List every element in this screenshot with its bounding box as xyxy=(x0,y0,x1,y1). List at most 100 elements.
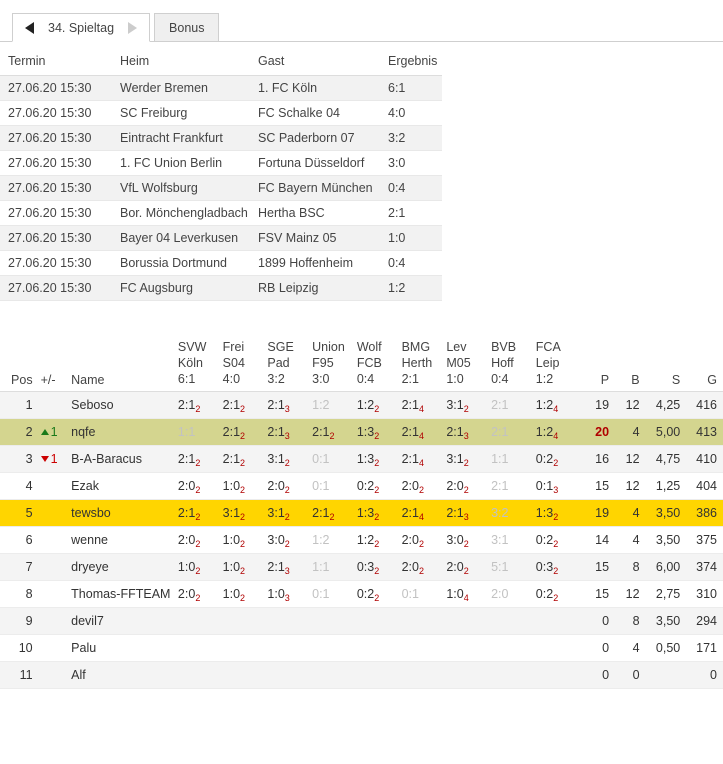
standings-player-name[interactable]: devil7 xyxy=(71,607,178,635)
standings-tip-6 xyxy=(446,607,492,635)
standings-player-name[interactable]: Palu xyxy=(71,634,178,662)
match-gast: SC Paderborn 07 xyxy=(250,125,380,151)
standings-tip-4: 1:22 xyxy=(356,391,402,419)
standings-tip-1 xyxy=(222,661,268,689)
tip-score: 2:12 xyxy=(177,452,201,468)
standings-player-name[interactable]: nqfe xyxy=(71,418,178,446)
standings-col-game-4[interactable]: Wolf FCB 0:4 xyxy=(356,339,402,392)
game-away-abbr: Köln xyxy=(177,356,203,370)
standings-player-name[interactable]: Alf xyxy=(71,661,178,689)
standings-row[interactable]: 4 Ezak 2:02 1:02 2:02 0:1 0:22 2:02 2:02 2:1 0:13 1… xyxy=(0,472,723,500)
tip-score: 1:02 xyxy=(177,560,201,576)
standings-row[interactable]: 8 Thomas-FFTEAM 2:02 1:02 1:03 0:1 0:22 0:1 1:04… xyxy=(0,580,723,608)
standings-col-pos[interactable]: Pos xyxy=(0,339,37,392)
tip-score: 2:12 xyxy=(177,398,201,414)
tip-score: 2:12 xyxy=(222,452,246,468)
standings-tip-6: 2:02 xyxy=(446,553,492,581)
match-row[interactable]: 27.06.20 15:30 Werder Bremen 1. FC Köln 6:1 xyxy=(0,75,442,101)
standings-position: 6 xyxy=(0,526,37,554)
match-row[interactable]: 27.06.20 15:30 Bayer 04 Leverkusen FSV Mai… xyxy=(0,225,442,251)
triangle-right-icon[interactable] xyxy=(128,21,138,34)
tip-score: 2:12 xyxy=(222,398,246,414)
standings-row[interactable]: 2 1 nqfe 1:1 2:12 2:13 2:12 1:32 2:14 2:13 2:1 1:24… xyxy=(0,418,723,446)
standings-player-name[interactable]: tewsbo xyxy=(71,499,178,527)
tip-score: 2:13 xyxy=(446,506,469,522)
standings-player-name[interactable]: B-A-Baracus xyxy=(71,445,178,473)
standings-player-name[interactable]: dryeye xyxy=(71,553,178,581)
tip-points: 2 xyxy=(553,593,559,603)
match-heim: VfL Wolfsburg xyxy=(112,175,250,201)
tip-score: 2:13 xyxy=(267,398,290,414)
tip-score: 2:14 xyxy=(401,398,424,414)
standings-gesamt: 386 xyxy=(684,499,723,527)
standings-col-game-3[interactable]: Union F95 3:0 xyxy=(312,339,357,392)
standings-player-name[interactable]: Ezak xyxy=(71,472,178,500)
tip-points: 2 xyxy=(374,566,380,576)
match-ergebnis: 3:0 xyxy=(380,150,442,176)
tip-points: 2 xyxy=(240,404,246,414)
standings-schnitt xyxy=(643,661,685,689)
standings-tip-2 xyxy=(267,661,313,689)
standings-row[interactable]: 1 Seboso 2:12 2:12 2:13 1:2 1:22 2:14 3:12 2:1 1:2… xyxy=(0,391,723,419)
tip-score: 1:32 xyxy=(535,506,559,522)
match-row[interactable]: 27.06.20 15:30 Eintracht Frankfurt SC Pade… xyxy=(0,125,442,151)
standings-col-game-7[interactable]: BVB Hoff 0:4 xyxy=(491,339,536,392)
standings-col-game-2[interactable]: SGE Pad 3:2 xyxy=(267,339,313,392)
standings-gesamt: 171 xyxy=(684,634,723,662)
standings-row[interactable]: 10 Palu 0 4 0,50 171 xyxy=(0,634,723,662)
standings-points: 19 xyxy=(580,391,614,419)
tip-points: 2 xyxy=(240,485,246,495)
standings-col-gesamt[interactable]: G xyxy=(684,339,723,392)
tip-score: 2:1 xyxy=(491,425,509,439)
standings-player-name[interactable]: Thomas-FFTEAM xyxy=(71,580,178,608)
standings-col-schnitt[interactable]: S xyxy=(643,339,685,392)
standings-col-plusminus[interactable]: +/- xyxy=(36,339,72,392)
standings-move-indicator xyxy=(36,553,72,581)
match-row[interactable]: 27.06.20 15:30 SC Freiburg FC Schalke 04 4:… xyxy=(0,100,442,126)
tip-points: 2 xyxy=(374,458,380,468)
standings-tip-7 xyxy=(491,661,536,689)
standings-col-points[interactable]: P xyxy=(580,339,614,392)
tip-points: 2 xyxy=(463,404,469,414)
standings-row[interactable]: 9 devil7 0 8 3,50 294 xyxy=(0,607,723,635)
match-row[interactable]: 27.06.20 15:30 FC Augsburg RB Leipzig 1:2 xyxy=(0,275,442,301)
standings-col-game-8[interactable]: FCA Leip 1:2 xyxy=(535,339,581,392)
tip-points: 2 xyxy=(418,539,424,549)
standings-position: 8 xyxy=(0,580,37,608)
standings-col-name[interactable]: Name xyxy=(71,339,178,392)
tab-bonus[interactable]: Bonus xyxy=(154,13,220,42)
game-home-abbr: Union xyxy=(312,340,345,354)
tip-points: 2 xyxy=(195,566,201,576)
matches-col-ergebnis: Ergebnis xyxy=(380,48,442,76)
tip-points: 2 xyxy=(418,566,424,576)
match-row[interactable]: 27.06.20 15:30 Borussia Dortmund 1899 Hoff… xyxy=(0,250,442,276)
match-ergebnis: 1:0 xyxy=(380,225,442,251)
standings-row[interactable]: 5 tewsbo 2:12 3:12 3:12 2:12 1:32 2:14 2:13 3:2 1:… xyxy=(0,499,723,527)
tip-score: 2:02 xyxy=(177,587,201,603)
standings-col-game-6[interactable]: Lev M05 1:0 xyxy=(446,339,492,392)
standings-col-game-0[interactable]: SVW Köln 6:1 xyxy=(177,339,223,392)
standings-row[interactable]: 3 1 B-A-Baracus 2:12 2:12 3:12 0:1 1:32 2:14 3:12… xyxy=(0,445,723,473)
match-gast: Hertha BSC xyxy=(250,200,380,226)
standings-move-indicator xyxy=(36,580,72,608)
tab-spieltag[interactable]: 34. Spieltag xyxy=(12,13,151,42)
triangle-left-icon[interactable] xyxy=(25,21,34,34)
tip-points: 2 xyxy=(240,539,246,549)
standings-row[interactable]: 7 dryeye 1:02 1:02 2:13 1:1 0:32 2:02 2:02 5:1 0:3… xyxy=(0,553,723,581)
match-row[interactable]: 27.06.20 15:30 1. FC Union Berlin Fortuna … xyxy=(0,150,442,176)
move-amount: 1 xyxy=(50,452,58,466)
match-row[interactable]: 27.06.20 15:30 Bor. Mönchengladbach Hertha… xyxy=(0,200,442,226)
standings-position: 10 xyxy=(0,634,37,662)
tip-points: 2 xyxy=(284,458,290,468)
standings-player-name[interactable]: wenne xyxy=(71,526,178,554)
tip-score: 3:02 xyxy=(267,533,290,549)
standings-player-name[interactable]: Seboso xyxy=(71,391,178,419)
standings-col-game-1[interactable]: Frei S04 4:0 xyxy=(222,339,268,392)
standings-row[interactable]: 11 Alf 0 0 0 xyxy=(0,661,723,689)
standings-col-game-5[interactable]: BMG Herth 2:1 xyxy=(401,339,447,392)
match-gast: FC Schalke 04 xyxy=(250,100,380,126)
standings-col-bonus[interactable]: B xyxy=(613,339,644,392)
standings-row[interactable]: 6 wenne 2:02 1:02 3:02 1:2 1:22 2:02 3:02 3:1 0:22… xyxy=(0,526,723,554)
tip-score: 0:32 xyxy=(356,560,380,576)
match-row[interactable]: 27.06.20 15:30 VfL Wolfsburg FC Bayern Mün… xyxy=(0,175,442,201)
